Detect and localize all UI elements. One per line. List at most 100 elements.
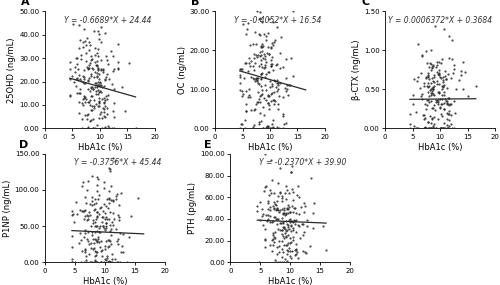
Point — [86, 61, 94, 65]
Point — [258, 213, 266, 218]
Point — [428, 126, 436, 131]
Point — [444, 102, 452, 107]
Point — [100, 96, 108, 101]
Point — [106, 223, 114, 227]
Point — [106, 216, 114, 221]
Text: D: D — [18, 140, 28, 150]
Point — [240, 76, 248, 80]
Point — [88, 94, 96, 98]
Point — [91, 258, 99, 263]
Point — [254, 90, 262, 94]
Point — [428, 126, 436, 131]
Point — [428, 86, 436, 91]
Point — [278, 215, 285, 220]
Point — [93, 209, 101, 214]
Point — [274, 207, 281, 211]
Point — [266, 64, 274, 68]
Point — [76, 77, 84, 82]
Point — [438, 85, 446, 89]
Point — [447, 122, 455, 126]
Point — [86, 48, 94, 52]
Point — [289, 228, 297, 233]
Point — [424, 119, 432, 124]
Point — [270, 78, 278, 83]
Point — [84, 65, 92, 70]
Point — [278, 199, 286, 203]
Point — [110, 114, 118, 119]
Point — [448, 113, 456, 117]
Point — [81, 95, 89, 99]
Point — [450, 99, 458, 104]
Point — [290, 238, 298, 243]
Point — [282, 211, 290, 216]
Point — [274, 126, 282, 131]
Point — [319, 224, 327, 229]
Point — [272, 203, 280, 207]
Point — [88, 85, 96, 89]
Point — [434, 117, 442, 121]
Point — [432, 100, 440, 104]
Point — [270, 20, 278, 25]
Point — [430, 73, 438, 77]
Point — [432, 126, 440, 131]
Point — [79, 97, 87, 101]
Point — [256, 50, 264, 54]
Point — [436, 75, 444, 80]
Point — [269, 67, 277, 72]
Point — [274, 227, 282, 232]
Point — [250, 107, 258, 111]
Point — [107, 48, 115, 53]
Point — [102, 224, 110, 228]
Point — [428, 116, 436, 121]
Point — [94, 197, 102, 201]
Point — [252, 53, 260, 57]
Point — [298, 233, 306, 237]
Point — [84, 178, 92, 183]
Point — [98, 85, 106, 89]
Point — [258, 223, 266, 227]
Point — [90, 98, 98, 103]
Point — [247, 75, 255, 79]
Point — [293, 193, 301, 197]
Point — [124, 61, 132, 66]
Point — [104, 62, 112, 66]
Point — [260, 188, 268, 193]
Point — [97, 67, 105, 72]
Point — [435, 70, 443, 75]
Text: Y = 0.0006372*X + 0.3684: Y = 0.0006372*X + 0.3684 — [388, 16, 492, 25]
Point — [279, 225, 287, 229]
Point — [444, 126, 452, 131]
Point — [80, 230, 88, 235]
Point — [90, 236, 98, 241]
Point — [422, 74, 430, 79]
Point — [439, 126, 447, 131]
Point — [256, 260, 264, 264]
Point — [254, 76, 262, 80]
Point — [102, 226, 110, 230]
Point — [95, 71, 103, 76]
Point — [274, 80, 282, 85]
Point — [92, 102, 100, 106]
Point — [254, 17, 262, 22]
Point — [436, 126, 444, 131]
Point — [272, 85, 280, 89]
Point — [262, 226, 270, 231]
Point — [88, 126, 96, 131]
Point — [438, 92, 446, 97]
Point — [252, 77, 260, 81]
Point — [432, 126, 440, 131]
Point — [100, 78, 108, 82]
Point — [271, 215, 279, 219]
Text: A: A — [21, 0, 29, 7]
Point — [101, 243, 109, 248]
Point — [95, 77, 103, 82]
Point — [80, 209, 88, 213]
Point — [66, 67, 74, 71]
Point — [102, 93, 110, 98]
Point — [445, 56, 453, 61]
Point — [92, 224, 100, 229]
Point — [109, 223, 117, 228]
Point — [427, 62, 435, 66]
Point — [88, 117, 96, 122]
Point — [254, 76, 262, 81]
